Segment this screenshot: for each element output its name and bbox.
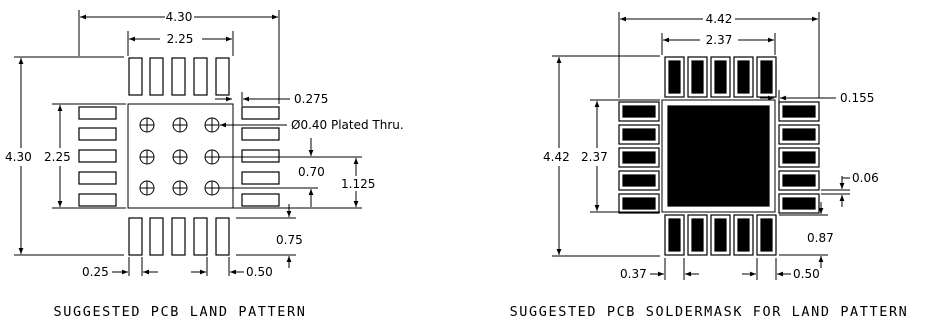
bottom-mask-pads — [664, 214, 777, 256]
thermal-mask-fill — [667, 105, 770, 207]
dim-pad-length: 0.75 — [236, 204, 303, 268]
svg-text:4.30: 4.30 — [166, 10, 193, 24]
dim-mask-overall-width: 4.42 — [618, 12, 820, 98]
dim-overall-width: 4.30 — [78, 10, 280, 104]
land-pattern-figure: 4.30 2.25 4.30 2.25 — [5, 10, 404, 320]
dim-inner-height: 2.25 — [44, 103, 126, 209]
dim-pad-gap: 0.275 — [215, 92, 328, 106]
right-mask-pads — [778, 101, 820, 214]
svg-text:4.30: 4.30 — [5, 150, 32, 164]
svg-text:2.37: 2.37 — [706, 33, 733, 47]
dim-via-span: 1.125 — [233, 158, 375, 209]
svg-text:0.87: 0.87 — [807, 231, 834, 245]
svg-text:Ø0.40 Plated Thru.: Ø0.40 Plated Thru. — [291, 118, 404, 132]
dim-mask-inner-height: 2.37 — [581, 99, 660, 213]
left-caption: SUGGESTED PCB LAND PATTERN — [54, 304, 307, 320]
dim-pad-pitch: 0.50 — [191, 257, 273, 279]
left-mask-pads — [618, 101, 660, 214]
bottom-pads — [128, 217, 230, 256]
dim-pad-width: 0.25 — [82, 257, 158, 279]
soldermask-figure: 4.42 2.37 4.42 2.37 — [510, 12, 909, 320]
svg-text:4.42: 4.42 — [543, 150, 570, 164]
dim-via-pitch: 0.70 — [219, 138, 362, 207]
dim-inner-width: 2.25 — [127, 31, 234, 56]
dim-mask-width: 0.37 — [620, 258, 699, 281]
svg-text:0.155: 0.155 — [840, 91, 874, 105]
svg-text:0.50: 0.50 — [246, 265, 273, 279]
svg-text:0.25: 0.25 — [82, 265, 109, 279]
svg-text:0.70: 0.70 — [298, 165, 325, 179]
dim-mask-pitch: 0.50 — [742, 258, 820, 281]
svg-text:2.25: 2.25 — [44, 150, 71, 164]
svg-text:0.275: 0.275 — [294, 92, 328, 106]
thermal-mask-outline — [661, 99, 776, 213]
svg-text:0.06: 0.06 — [852, 171, 879, 185]
dim-mask-overall-height: 4.42 — [543, 55, 660, 257]
top-pads — [128, 57, 230, 96]
svg-text:2.37: 2.37 — [581, 150, 608, 164]
svg-text:2.25: 2.25 — [167, 32, 194, 46]
dim-mask-gap: 0.155 — [760, 90, 874, 105]
svg-text:4.42: 4.42 — [706, 12, 733, 26]
svg-text:0.37: 0.37 — [620, 267, 647, 281]
left-pads — [78, 106, 117, 207]
dim-mask-spacing: 0.06 — [821, 171, 879, 207]
thermal-pad-outline — [127, 103, 234, 209]
svg-text:1.125: 1.125 — [341, 177, 375, 191]
via-grid — [139, 117, 220, 196]
svg-text:0.50: 0.50 — [793, 267, 820, 281]
right-caption: SUGGESTED PCB SOLDERMASK FOR LAND PATTER… — [510, 304, 909, 320]
right-pads — [241, 106, 280, 207]
dim-mask-inner-width: 2.37 — [661, 33, 776, 55]
dim-overall-height: 4.30 — [5, 56, 124, 256]
top-mask-pads — [664, 56, 777, 98]
dim-via-note: Ø0.40 Plated Thru. — [220, 118, 404, 132]
svg-text:0.75: 0.75 — [276, 233, 303, 247]
dim-mask-length: 0.87 — [779, 202, 834, 268]
